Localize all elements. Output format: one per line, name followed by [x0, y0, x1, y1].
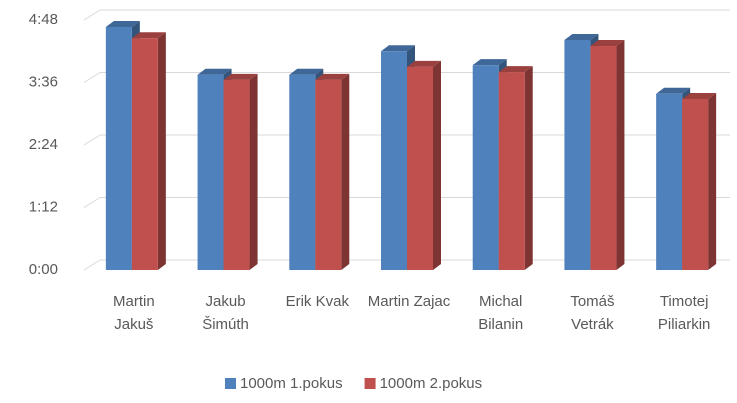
- bar-top: [590, 40, 625, 47]
- bar-top: [289, 68, 324, 75]
- bar: [472, 65, 499, 270]
- bar-side: [708, 92, 717, 270]
- bar: [590, 46, 617, 270]
- grid-line: [83, 197, 101, 208]
- bar-side: [249, 73, 258, 270]
- x-tick-label: Erik Kvak: [285, 293, 349, 310]
- legend-label: 1000m 1.pokus: [240, 375, 343, 392]
- bar-side: [341, 73, 350, 270]
- bar: [381, 51, 407, 270]
- bar-top: [131, 32, 166, 39]
- bar-top: [223, 73, 258, 80]
- bar-side: [433, 60, 441, 270]
- bar: [197, 74, 224, 270]
- grid-line: [83, 259, 101, 271]
- legend-swatch: [225, 378, 236, 389]
- x-tick-label: Timotej Piliarkin: [657, 293, 711, 333]
- legend-label: 1000m 2.pokus: [380, 375, 483, 392]
- bar-top: [564, 33, 599, 40]
- bar-side: [524, 66, 533, 270]
- y-tick-label: 4:48: [29, 11, 58, 28]
- x-tick-label: Martin Jakuš: [113, 293, 155, 333]
- bar-top: [472, 59, 507, 66]
- x-tick-label: Jakub Šimúth: [202, 293, 249, 333]
- x-tick-label: Michal Bilanin: [478, 293, 524, 333]
- bar-top: [105, 20, 140, 27]
- y-tick-label: 1:12: [29, 198, 58, 215]
- y-tick-label: 0:00: [29, 261, 58, 278]
- grid-line: [83, 134, 101, 146]
- bar: [498, 72, 525, 270]
- bar: [223, 79, 250, 270]
- x-tick-label: Martin Zajac: [367, 293, 451, 310]
- bar: [315, 79, 342, 270]
- bar-top: [682, 92, 717, 99]
- x-tick-label: Tomáš Vetrák: [570, 293, 615, 333]
- bar-top: [315, 73, 350, 80]
- bar-top: [381, 45, 415, 52]
- bar-top: [498, 66, 533, 73]
- y-tick-label: 3:36: [29, 73, 58, 90]
- bar: [105, 26, 132, 271]
- bar-top: [407, 60, 441, 67]
- bar: [656, 93, 683, 270]
- bar-top: [197, 68, 232, 75]
- legend-swatch: [364, 378, 376, 389]
- bar: [407, 66, 433, 270]
- y-tick-label: 2:24: [29, 136, 58, 153]
- bar: [131, 38, 158, 270]
- bar-top: [656, 87, 691, 94]
- grid-line: [83, 72, 101, 83]
- bar-side: [616, 40, 625, 270]
- grid-line: [83, 9, 101, 21]
- bar: [564, 39, 591, 271]
- bar: [682, 98, 709, 270]
- bar: [289, 74, 316, 270]
- bar-side: [157, 32, 166, 270]
